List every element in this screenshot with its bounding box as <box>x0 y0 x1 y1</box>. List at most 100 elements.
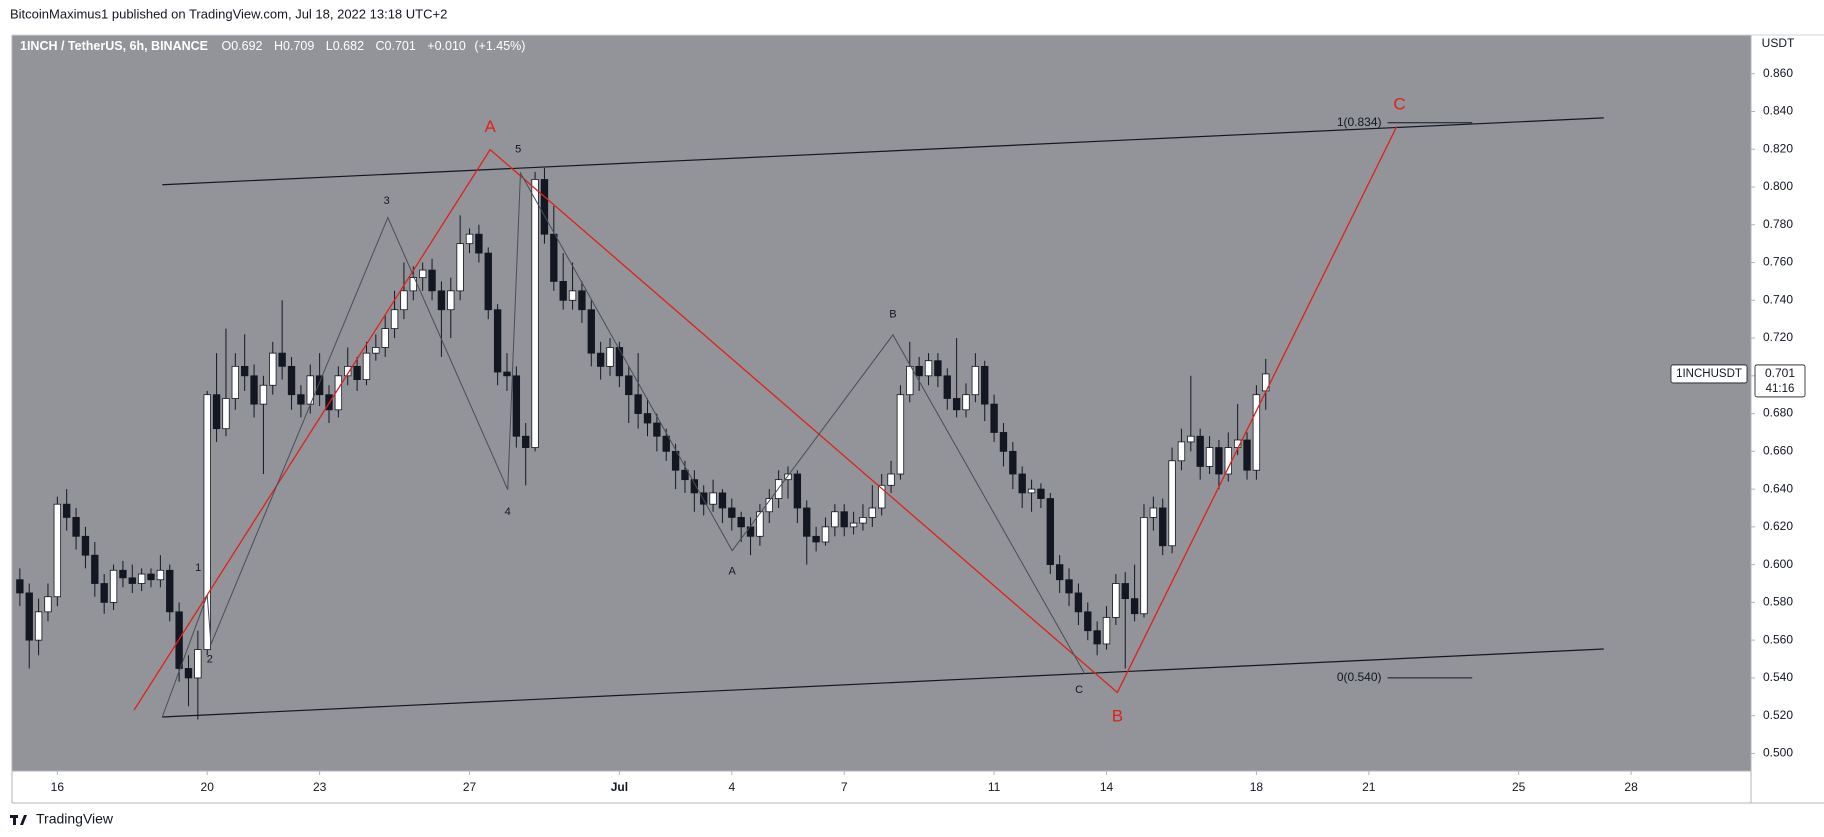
candle-body <box>596 352 605 367</box>
wave-label: 4 <box>505 506 511 518</box>
y-tick-label: 0.580 <box>1763 595 1793 609</box>
candle-body <box>531 179 539 448</box>
y-tick-label: 0.520 <box>1763 708 1793 722</box>
x-tick-label: 11 <box>988 780 1001 794</box>
candle-body <box>1027 488 1036 494</box>
candle-body <box>250 375 258 405</box>
candle-body <box>625 375 633 396</box>
x-tick-label: 21 <box>1362 780 1376 794</box>
candle-body <box>81 535 90 556</box>
wave-label: 5 <box>515 144 521 156</box>
change: +0.010 <box>427 39 466 53</box>
candle-body <box>981 365 989 405</box>
candle-body <box>849 522 858 528</box>
wave-label: A <box>729 566 737 578</box>
y-tick-label: 0.740 <box>1763 292 1793 306</box>
candle-body <box>653 422 661 437</box>
candle-body <box>315 375 324 396</box>
candle-body <box>503 371 511 377</box>
candle-body <box>671 450 680 471</box>
candle-body <box>119 569 127 579</box>
candle-body <box>540 179 549 235</box>
candle-body <box>1168 460 1176 547</box>
candle-body <box>362 352 371 380</box>
candle-body <box>709 492 717 505</box>
candle-body <box>784 473 792 481</box>
candle-body <box>381 328 389 348</box>
candle-body <box>72 517 80 537</box>
candle-body <box>1130 598 1139 615</box>
y-tick-label: 0.860 <box>1763 66 1793 80</box>
y-tick-label: 0.800 <box>1763 179 1793 193</box>
candle-body <box>522 435 530 448</box>
plot-layer: 1(0.834) 0(0.540) 1 2 3 4 5 A B C A B C <box>16 95 1604 725</box>
candle-body <box>1149 507 1158 518</box>
candle-body <box>1018 473 1026 494</box>
candle-body <box>700 492 708 505</box>
x-tick-label: Jul <box>611 780 628 794</box>
y-tick-label: 0.500 <box>1763 746 1793 760</box>
candle-body <box>259 384 268 405</box>
candle-body <box>203 394 211 650</box>
ohlc-value: 0.709 <box>283 39 314 53</box>
candle-body <box>156 569 165 581</box>
candle-body <box>681 469 689 481</box>
candle-body <box>1093 630 1101 645</box>
trendline <box>162 117 1604 186</box>
brand-logo <box>10 815 27 825</box>
wave-label: A <box>484 117 496 136</box>
candle-body <box>1112 583 1120 618</box>
candle-body <box>643 413 652 424</box>
candle-body <box>372 347 380 354</box>
candle-body <box>287 365 296 396</box>
y-tick-label: 0.560 <box>1763 632 1793 646</box>
logo-part <box>13 815 16 825</box>
fib-level-label: 0(0.540) <box>1337 670 1382 684</box>
x-tick-label: 18 <box>1250 780 1264 794</box>
candle-body <box>803 507 811 537</box>
x-tick-label: 7 <box>841 780 848 794</box>
brand: TradingView <box>36 811 114 827</box>
candle-body <box>559 281 567 301</box>
fib-level-label: 1(0.834) <box>1337 115 1382 129</box>
candle-body <box>924 360 933 377</box>
candle-body <box>934 360 942 377</box>
wave-label: 1 <box>195 562 201 574</box>
y-tick-label: 0.620 <box>1763 519 1793 533</box>
candle-body <box>297 394 305 405</box>
candle-body <box>746 526 755 537</box>
candle-body <box>91 554 99 584</box>
candle-body <box>493 309 502 373</box>
candle-body <box>812 535 820 543</box>
y-tick-label: 0.640 <box>1763 481 1793 495</box>
x-tick-label: 25 <box>1512 780 1526 794</box>
x-tick-label: 28 <box>1624 780 1638 794</box>
candle-body <box>353 365 361 380</box>
candle-body <box>465 233 474 245</box>
logo-part <box>20 815 27 825</box>
candle-body <box>128 577 136 584</box>
ohlc-value: 0.692 <box>231 39 262 53</box>
y-tick-label: 0.660 <box>1763 444 1793 458</box>
candle-body <box>1055 564 1064 581</box>
price-tag-box <box>1754 364 1806 398</box>
candle-body <box>418 269 427 279</box>
x-tick-label: 27 <box>463 780 477 794</box>
trendline <box>133 125 1398 711</box>
candle-body <box>241 365 249 377</box>
y-tick-label: 0.840 <box>1763 104 1793 118</box>
candle-body <box>456 243 464 292</box>
candle-body <box>1065 579 1073 594</box>
trendline <box>162 648 1604 718</box>
plot-area <box>12 35 1751 771</box>
candle-body <box>137 573 146 584</box>
candle-body <box>1074 592 1083 613</box>
candle-body <box>1196 435 1204 467</box>
candle-body <box>437 290 446 311</box>
candle-body <box>568 290 577 301</box>
symbol-legend: 1INCH / TetherUS, 6h, BINANCE O0.692 H0.… <box>20 39 525 53</box>
candle-body <box>1177 441 1186 462</box>
y-tick-label: 0.820 <box>1763 141 1793 155</box>
